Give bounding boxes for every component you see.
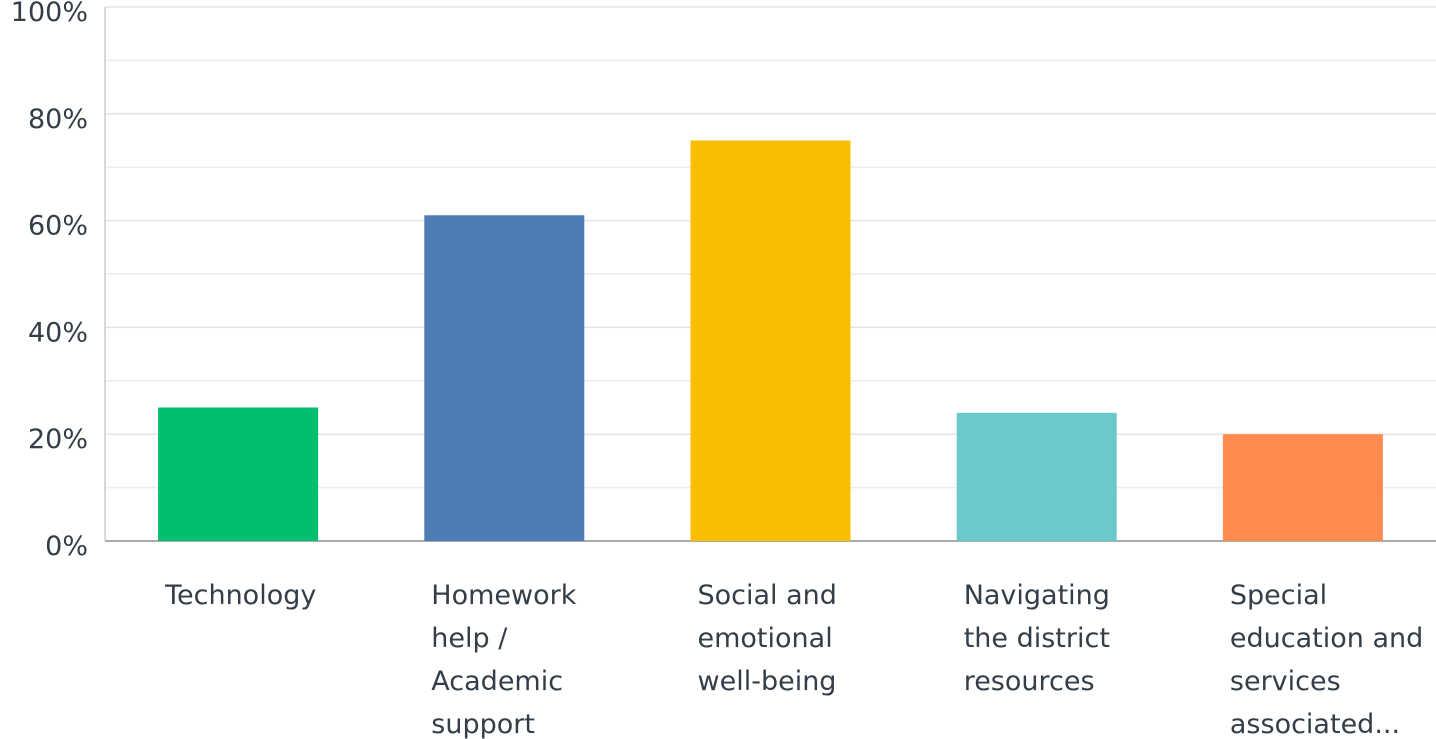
y-tick-label: 20%: [28, 424, 88, 455]
bar: [1222, 434, 1383, 541]
x-tick-label: Special education and services associated..…: [1230, 580, 1423, 739]
x-tick-label-line: resources: [964, 666, 1095, 697]
bar: [956, 412, 1117, 541]
x-tick-label-line: Social and: [698, 580, 837, 611]
y-tick-label: 40%: [28, 317, 88, 348]
y-tick-label: 80%: [28, 104, 88, 135]
x-tick-label-line: services: [1230, 666, 1341, 697]
x-tick-label-line: support: [431, 709, 535, 739]
x-tick-label-line: education and: [1230, 623, 1423, 654]
x-tick-label-line: help /: [431, 623, 508, 654]
y-tick-label: 100%: [11, 0, 88, 28]
x-tick-label: Homework help / Academic support: [431, 580, 576, 739]
bar: [690, 140, 851, 541]
x-tick-label: Navigating the district resources: [964, 580, 1110, 697]
x-tick-label-line: Academic: [431, 666, 563, 697]
x-tick-label-line: Homework: [431, 580, 576, 611]
x-tick-label-line: the district: [964, 623, 1110, 654]
y-tick-label: 60%: [28, 211, 88, 242]
x-tick-label-line: Navigating: [964, 580, 1110, 611]
x-tick-label-line: Technology: [164, 580, 316, 611]
x-tick-label-line: associated...: [1230, 709, 1400, 739]
y-tick-label: 0%: [45, 531, 88, 562]
x-tick-label-line: emotional: [698, 623, 833, 654]
x-tick-label-line: well-being: [698, 666, 837, 697]
x-tick-label: Social and emotional well-being: [698, 580, 837, 697]
x-tick-label: Technology: [164, 580, 316, 611]
bar: [424, 215, 585, 541]
x-tick-label-line: Special: [1230, 580, 1327, 611]
bar: [158, 407, 319, 541]
